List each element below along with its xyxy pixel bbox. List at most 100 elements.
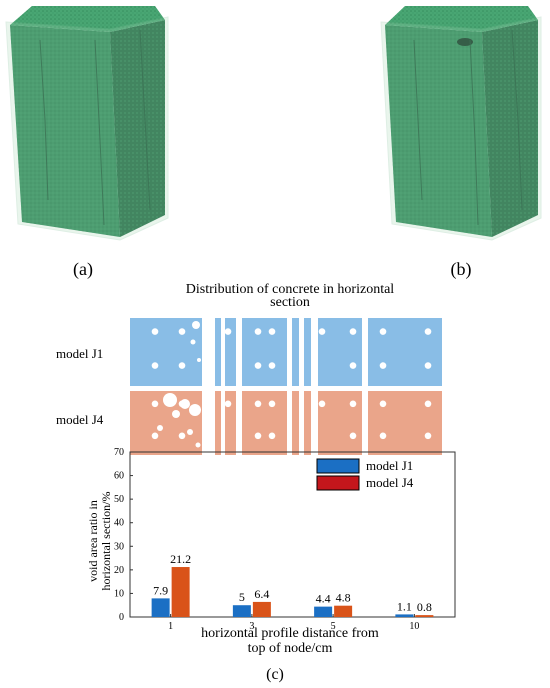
rebar-hole xyxy=(254,400,262,408)
rebar-hole xyxy=(379,432,387,440)
column-a-top-face-grain xyxy=(10,6,165,32)
column-a-front-face-grain xyxy=(10,25,120,237)
column-b-crack-lines xyxy=(413,29,523,226)
rebar-hole xyxy=(379,400,387,408)
horizontal-section-maps xyxy=(130,318,442,455)
rebar-hole xyxy=(318,328,326,335)
rebar-hole xyxy=(151,400,159,408)
rebar-hole xyxy=(151,432,159,440)
bar-j1 xyxy=(151,598,170,617)
rebar-hole xyxy=(349,362,357,369)
section-region-j4 xyxy=(292,391,299,455)
y-axis-label-line2: horizontal section/% xyxy=(99,492,113,591)
bar-j4 xyxy=(415,615,434,617)
section-region-j1 xyxy=(318,318,362,386)
section-region-j4 xyxy=(225,391,236,455)
rebar-hole xyxy=(178,432,186,440)
legend-swatch-j4 xyxy=(316,475,360,491)
section-region-j4 xyxy=(368,391,442,455)
void-spot-j4 xyxy=(172,410,180,418)
y-tick-label: 70 xyxy=(114,447,124,458)
legend-label-j4: model J4 xyxy=(366,475,414,490)
panel-label-c: (c) xyxy=(266,666,284,683)
section-region-j1 xyxy=(368,318,442,386)
rebar-hole xyxy=(254,362,262,369)
rebar-hole xyxy=(349,432,357,440)
void-spot-j4 xyxy=(195,442,201,448)
column-a-right-face-grain xyxy=(110,20,165,237)
y-tick-label: 30 xyxy=(114,541,124,552)
bar-j4 xyxy=(171,567,190,617)
column-model-a xyxy=(5,6,169,241)
y-tick-label: 10 xyxy=(114,588,124,599)
column-a-shell xyxy=(5,16,169,241)
section-region-j4 xyxy=(304,391,311,455)
bar-j4 xyxy=(252,601,271,617)
x-axis-label-line2: top of node/cm xyxy=(248,641,333,656)
rebar-hole xyxy=(151,328,159,335)
x-axis-label-line1: horizontal profile distance from xyxy=(201,626,379,641)
void-spot-j1 xyxy=(192,321,200,329)
void-spot-j4 xyxy=(180,399,190,409)
section-title-line2: section xyxy=(270,295,310,310)
rebar-hole xyxy=(424,362,432,369)
section-region-j1 xyxy=(215,318,221,386)
row-label-j4: model J4 xyxy=(56,412,104,427)
bar-value-label: 21.2 xyxy=(170,552,191,566)
rebar-hole xyxy=(318,400,326,408)
x-tick-label: 5 xyxy=(331,621,336,632)
bar-j4 xyxy=(334,605,353,617)
y-tick-label: 20 xyxy=(114,565,124,576)
plot-frame xyxy=(129,451,456,618)
section-region-j1 xyxy=(130,318,202,386)
data-labels: 7.9 21.2 5 6.4 4.4 4.8 1.1 0.8 xyxy=(153,552,432,614)
rebar-hole xyxy=(424,432,432,440)
column-b-front-face-grain xyxy=(385,25,492,237)
x-axis-ticks: 1 3 5 10 xyxy=(168,614,419,632)
void-spot-j1 xyxy=(197,358,201,362)
rebar-hole xyxy=(178,328,186,335)
rebar-hole xyxy=(268,362,276,369)
y-axis-label-line1: void area ratio in xyxy=(86,500,100,582)
panel-label-a: (a) xyxy=(73,259,93,280)
bar-value-label: 4.8 xyxy=(336,591,351,605)
bar-j1 xyxy=(314,606,333,617)
void-spot-j1 xyxy=(190,339,196,345)
rebar-hole xyxy=(349,400,357,408)
y-axis-ticks: 0 10 20 30 40 50 60 70 xyxy=(114,447,133,623)
section-region-j1 xyxy=(292,318,299,386)
rebar-hole xyxy=(379,362,387,369)
rebar-hole xyxy=(424,328,432,335)
section-region-j1 xyxy=(304,318,311,386)
y-tick-label: 50 xyxy=(114,494,124,505)
y-tick-label: 60 xyxy=(114,471,124,482)
rebar-hole xyxy=(268,328,276,335)
rebar-hole xyxy=(424,400,432,408)
legend-label-j1: model J1 xyxy=(366,458,413,473)
bar-j1 xyxy=(395,614,414,617)
bar-value-label: 1.1 xyxy=(397,599,412,613)
section-region-j4 xyxy=(242,391,287,455)
column-b-shell xyxy=(380,16,542,241)
column-b-top-face-grain xyxy=(385,6,538,32)
rebar-hole xyxy=(268,432,276,440)
rebar-hole xyxy=(268,400,276,408)
y-tick-label: 0 xyxy=(119,612,124,623)
panel-label-b: (b) xyxy=(451,259,472,280)
void-spot-j4 xyxy=(157,425,163,431)
x-tick-label: 1 xyxy=(168,621,173,632)
void-spot-j4 xyxy=(163,393,177,407)
column-b-right-face-grain xyxy=(482,20,538,237)
section-region-j1 xyxy=(225,318,236,386)
bar-value-label: 6.4 xyxy=(254,587,269,601)
rebar-hole xyxy=(254,432,262,440)
legend: model J1 model J4 xyxy=(316,458,414,491)
rebar-hole xyxy=(349,328,357,335)
legend-swatch-j1 xyxy=(316,458,360,474)
bar-series xyxy=(151,567,434,617)
bar-value-label: 4.4 xyxy=(316,592,331,606)
rebar-hole xyxy=(379,328,387,335)
bar-value-label: 5 xyxy=(239,590,245,604)
x-tick-label: 10 xyxy=(409,621,419,632)
